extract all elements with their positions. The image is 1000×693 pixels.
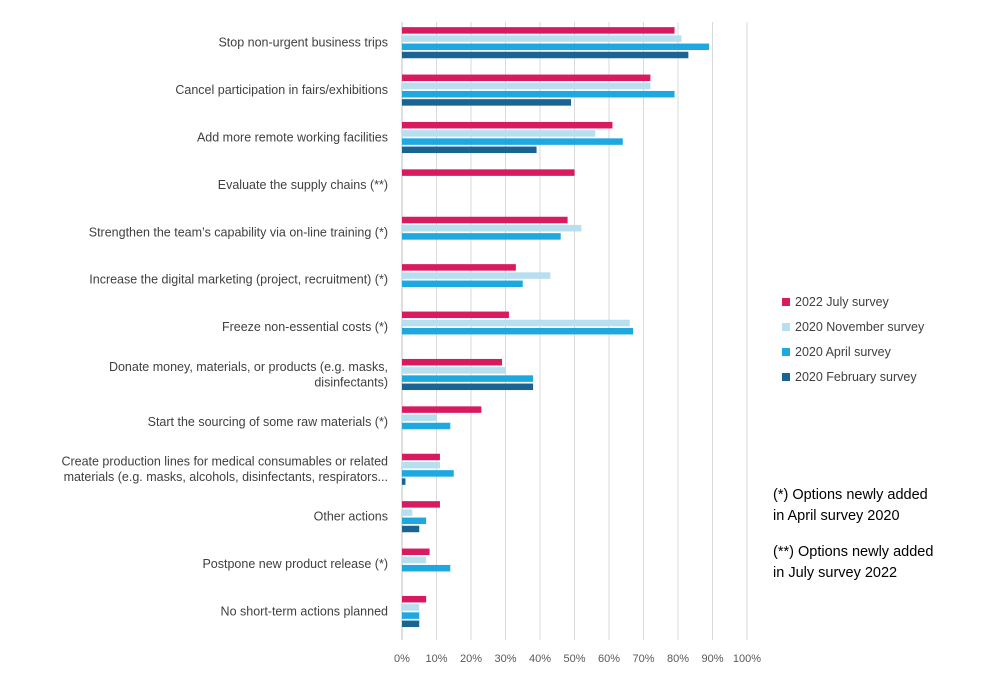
bar [402, 130, 596, 137]
bar [402, 612, 420, 619]
bar [402, 358, 503, 366]
category-labels: Stop non-urgent business trips Cancel par… [61, 36, 388, 619]
bar [402, 327, 634, 335]
category-label: Donate money, materials, or products (e.… [109, 360, 388, 374]
note-july-line-1: (**) Options newly added [773, 544, 934, 560]
bar [402, 311, 509, 319]
legend-label: 2020 April survey [795, 345, 892, 359]
bar [402, 169, 575, 176]
bar [402, 233, 561, 240]
bar [402, 146, 537, 154]
bar [402, 517, 427, 525]
bar [402, 367, 506, 374]
x-tick-label: 70% [632, 653, 654, 665]
x-tick-label: 30% [494, 653, 516, 665]
legend: 2022 July survey 2020 November survey 2020… [782, 295, 925, 384]
bar [402, 604, 420, 611]
x-axis-ticks: 0% 10% 20% 30% 40% 50% 60% 70% 80% 90% 100% [394, 653, 761, 665]
x-tick-label: 90% [701, 653, 723, 665]
note-july-2022: (**) Options newly added in July survey … [773, 542, 993, 584]
legend-label: 2020 February survey [795, 370, 917, 384]
x-tick-label: 0% [394, 653, 410, 665]
x-tick-label: 50% [563, 653, 585, 665]
bar [402, 548, 430, 556]
legend-swatch [782, 348, 790, 356]
category-label: Other actions [314, 510, 388, 524]
legend-label: 2022 July survey [795, 295, 890, 309]
bar [402, 375, 534, 382]
bar [402, 35, 682, 42]
category-label: Increase the digital marketing (project,… [89, 273, 388, 287]
category-label: materials (e.g. masks, alcohols, disinfe… [64, 470, 388, 484]
bar [402, 556, 427, 564]
bar [402, 564, 451, 572]
bar [402, 595, 427, 603]
category-label: Stop non-urgent business trips [218, 36, 388, 50]
bar [402, 43, 710, 51]
bar [402, 224, 582, 232]
note-april-2020: (*) Options newly added in April survey … [773, 485, 993, 527]
bar [402, 121, 613, 129]
bar [402, 138, 623, 145]
bar [402, 74, 651, 82]
x-tick-label: 10% [425, 653, 447, 665]
bar [402, 99, 572, 106]
bar [402, 216, 568, 224]
bar [402, 422, 451, 430]
bar [402, 414, 437, 422]
bars [402, 27, 710, 628]
bar [402, 264, 516, 271]
note-april-line-1: (*) Options newly added [773, 487, 928, 503]
bar [402, 461, 440, 469]
category-label: Start the sourcing of some raw materials… [148, 415, 388, 429]
x-tick-label: 100% [733, 653, 761, 665]
legend-swatch [782, 323, 790, 331]
x-tick-label: 60% [598, 653, 620, 665]
legend-swatch [782, 373, 790, 381]
bar [402, 51, 689, 59]
bar [402, 27, 675, 34]
x-tick-label: 40% [529, 653, 551, 665]
category-label: Cancel participation in fairs/exhibition… [175, 83, 388, 97]
bar [402, 280, 523, 288]
bar [402, 620, 420, 628]
bar [402, 82, 651, 90]
category-label: Freeze non-essential costs (*) [222, 320, 388, 334]
bar [402, 525, 420, 533]
bar [402, 90, 675, 98]
bar [402, 478, 406, 485]
note-july-line-2: in July survey 2022 [773, 565, 898, 581]
x-tick-label: 80% [667, 653, 689, 665]
category-label: Evaluate the supply chains (**) [218, 178, 388, 192]
x-tick-label: 20% [460, 653, 482, 665]
category-label: Strengthen the team’s capability via on-… [89, 225, 388, 239]
bar [402, 383, 534, 391]
note-april-line-2: in April survey 2020 [773, 508, 900, 524]
bar [402, 319, 630, 327]
legend-swatch [782, 298, 790, 306]
bar [402, 501, 440, 508]
category-label: disinfectants) [314, 375, 388, 389]
bar [402, 453, 440, 461]
legend-label: 2020 November survey [795, 320, 925, 334]
bar [402, 470, 454, 477]
bar [402, 509, 413, 516]
bar [402, 406, 482, 413]
category-label: No short-term actions planned [221, 605, 388, 619]
category-label: Create production lines for medical cons… [61, 455, 388, 469]
category-label: Add more remote working facilities [197, 131, 388, 145]
category-label: Postpone new product release (*) [202, 557, 388, 571]
bar [402, 272, 551, 279]
